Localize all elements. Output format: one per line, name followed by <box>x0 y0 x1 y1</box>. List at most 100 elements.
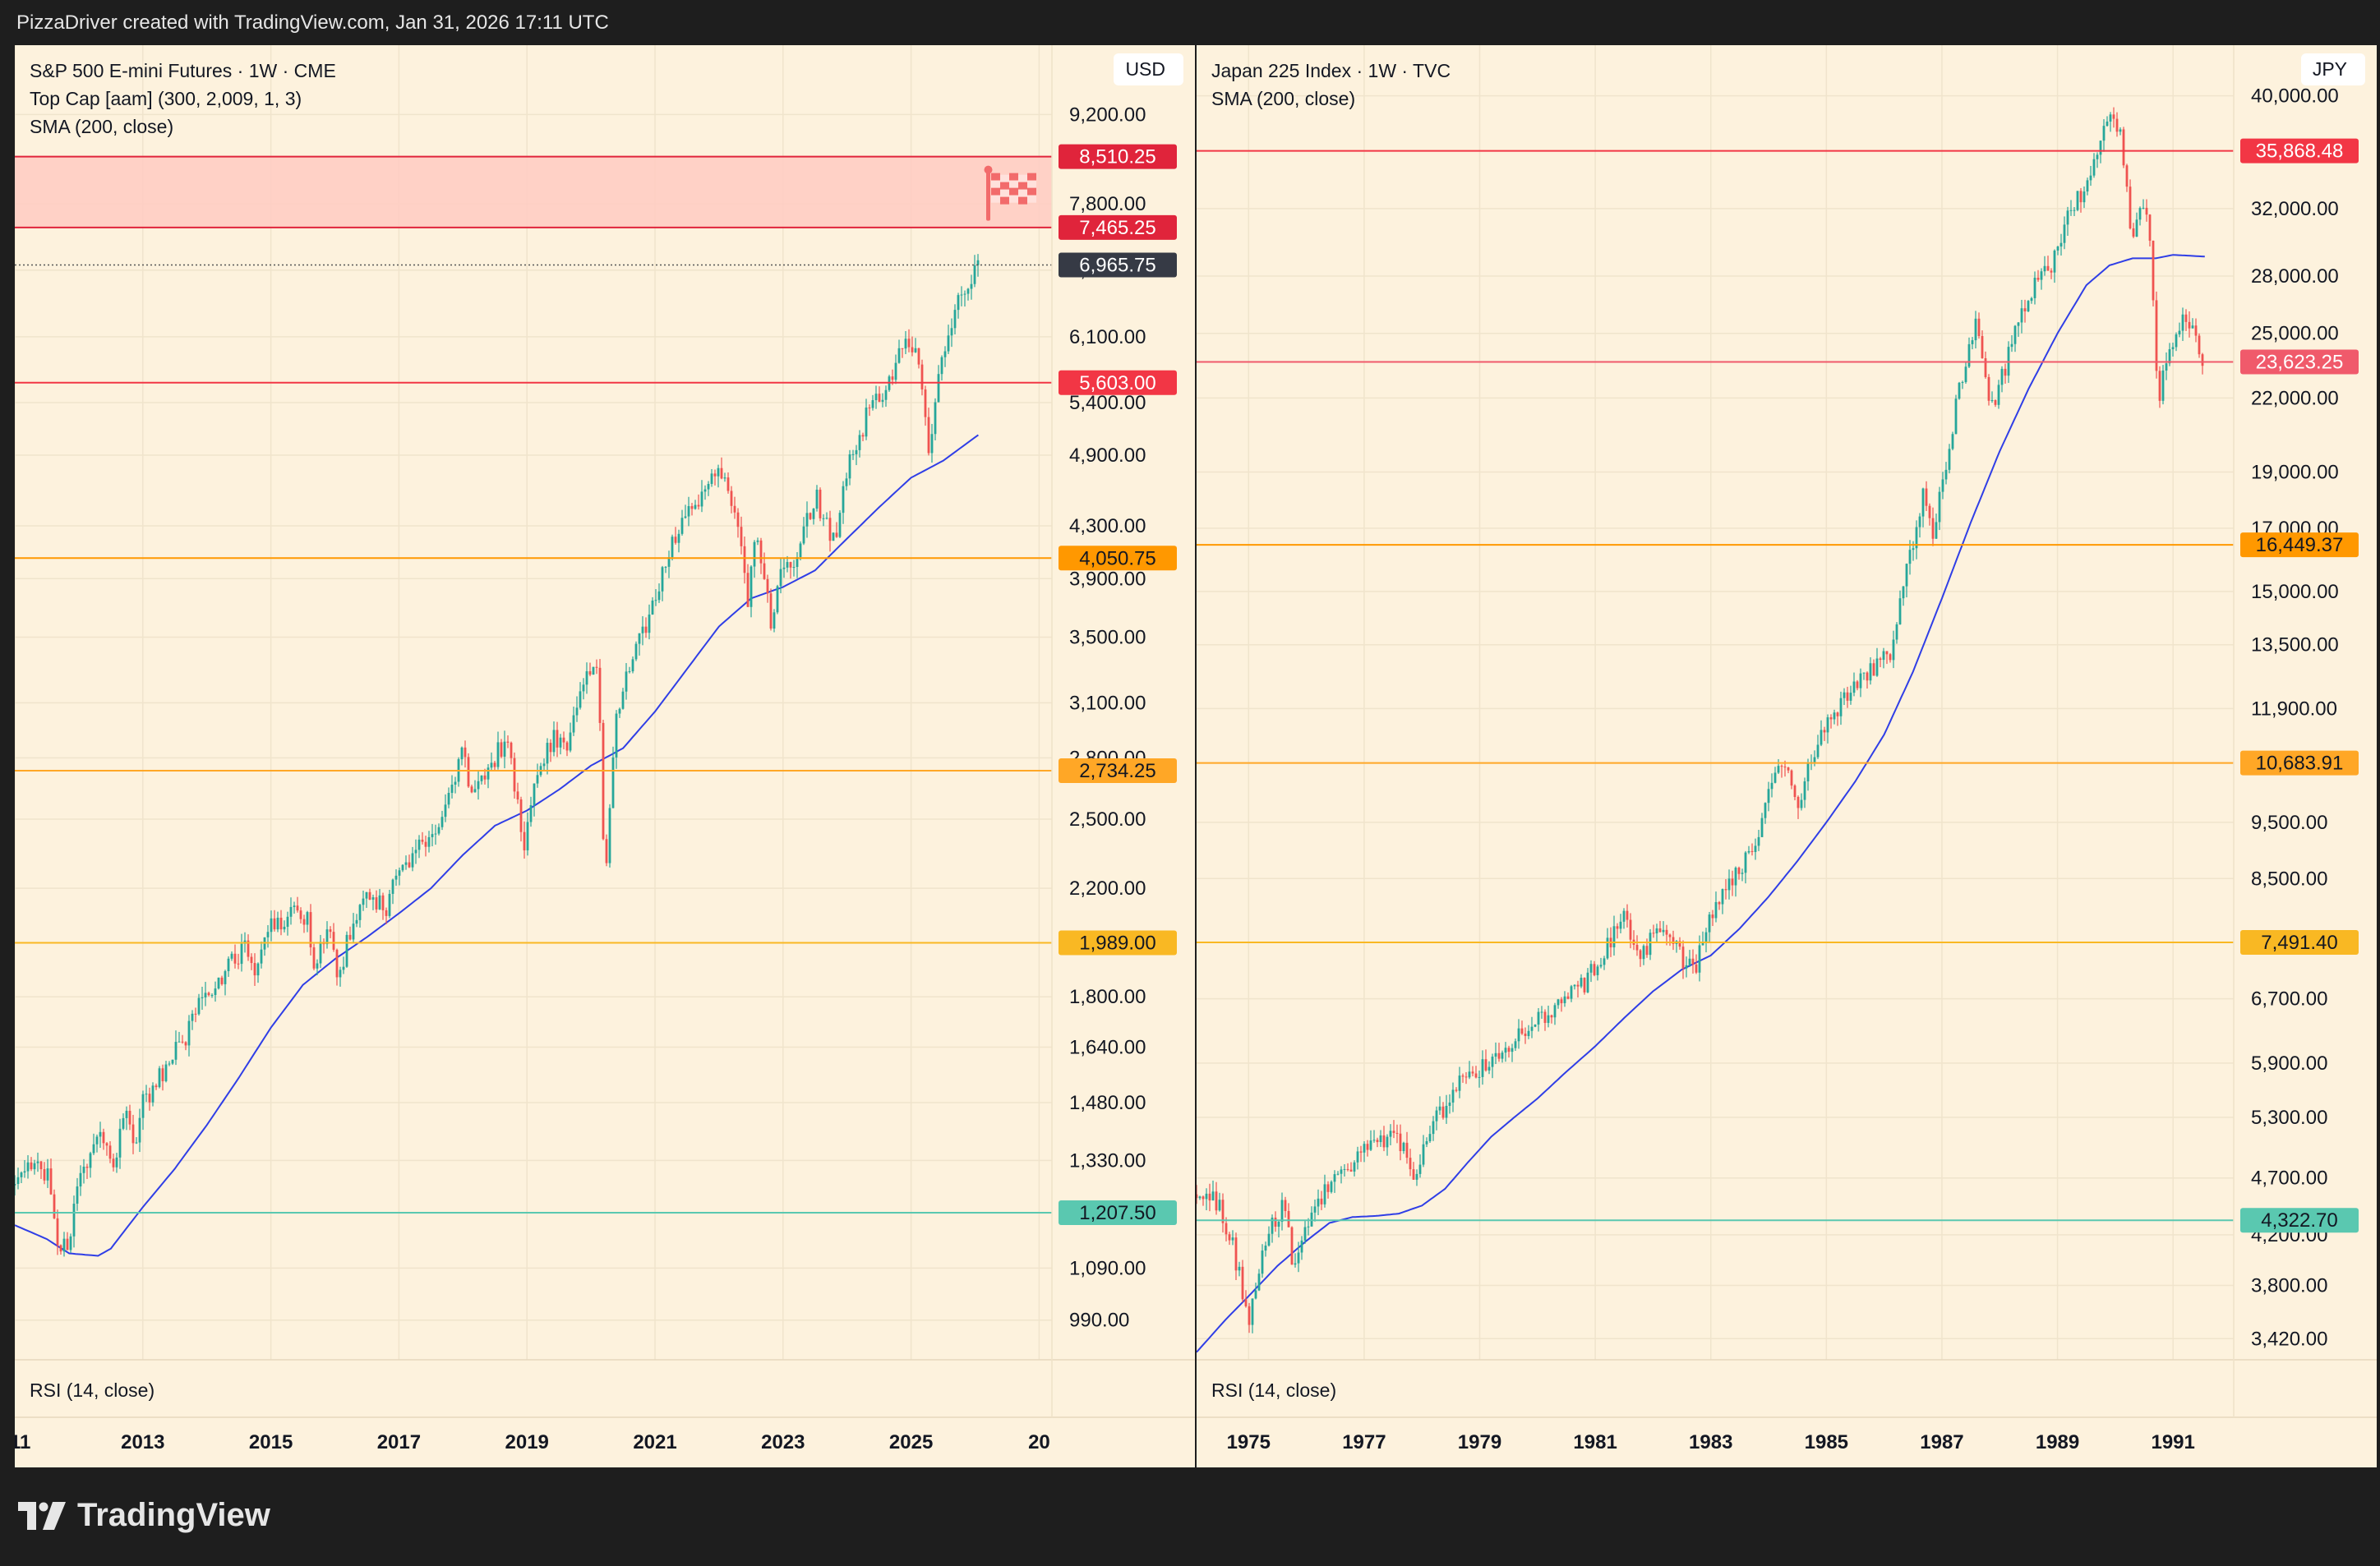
candle-up-body <box>158 1068 161 1088</box>
candles <box>15 254 980 1257</box>
legend-symbol[interactable]: Japan 225 Index · 1W · TVC <box>1211 60 1451 81</box>
candle-down-body <box>2184 314 2188 322</box>
candle-down-body <box>131 1124 135 1144</box>
currency-badge[interactable]: JPY <box>2300 53 2365 85</box>
currency-badge[interactable]: USD <box>1114 53 1183 85</box>
candle-up-body <box>1428 1134 1432 1141</box>
rsi-pane-label[interactable]: RSI (14, close) <box>30 1379 155 1401</box>
candle-down-body <box>746 573 750 607</box>
candle-up-body <box>792 567 796 569</box>
candle-down-body <box>408 862 411 868</box>
candle-up-body <box>2181 314 2184 331</box>
candle-down-body <box>1507 1048 1511 1052</box>
candle-up-body <box>845 478 848 486</box>
candle-up-body <box>1721 889 1724 905</box>
candle-up-body <box>1211 1191 1215 1201</box>
candle-up-body <box>776 586 779 613</box>
candle-down-body <box>1382 1135 1386 1148</box>
candle-up-body <box>703 489 707 492</box>
candle-up-body <box>1363 1144 1366 1153</box>
candle-down-body <box>1750 850 1754 852</box>
chart-panel-sp500[interactable]: 9,200.007,800.006,900.006,100.005,400.00… <box>15 45 1195 1467</box>
candle-down-body <box>2194 325 2198 336</box>
candle-up-body <box>1820 730 1823 745</box>
candle-down-body <box>421 839 424 842</box>
candle-down-body <box>1780 766 1783 767</box>
candle-down-body <box>1326 1184 1330 1192</box>
candle-down-body <box>1668 934 1672 937</box>
price-tag-bg <box>2240 1208 2359 1233</box>
price-axis-tick: 19,000.00 <box>2251 462 2339 484</box>
candle-down-body <box>549 743 552 753</box>
candle-up-body <box>217 977 220 989</box>
candle-up-body <box>529 805 533 822</box>
legend-symbol[interactable]: S&P 500 E-mini Futures · 1W · CME <box>30 60 336 81</box>
candle-up-body <box>664 566 667 568</box>
candle-down-body <box>2201 354 2204 366</box>
legend-indicator-sma[interactable]: SMA (200, close) <box>30 116 174 137</box>
chart-caption: PizzaDriver created with TradingView.com… <box>16 12 609 34</box>
flag-square <box>991 180 1000 188</box>
candle-down-body <box>1471 1071 1474 1074</box>
candle-up-body <box>648 614 651 633</box>
candle-down-body <box>493 762 496 767</box>
candle-up-body <box>401 864 404 871</box>
candle-up-body <box>2165 363 2168 371</box>
candle-up-body <box>1205 1193 1208 1200</box>
candle-up-body <box>1954 398 1958 435</box>
candle-down-body <box>1981 336 1984 359</box>
candle-down-body <box>424 841 427 847</box>
candle-up-body <box>884 389 888 400</box>
candle-up-body <box>2092 159 2096 176</box>
price-axis-tick: 4,300.00 <box>1069 515 1146 537</box>
candle-down-body <box>1284 1200 1287 1211</box>
candle-up-body <box>1323 1184 1326 1204</box>
candle-up-body <box>1547 1015 1550 1024</box>
candle-down-body <box>1412 1169 1415 1180</box>
candle-down-body <box>155 1085 158 1088</box>
candle-down-body <box>736 512 740 527</box>
chart-panel-nikkei[interactable]: 40,000.00 32,000.00 28,000.00 25,000.00 22,0… <box>1197 45 2377 1467</box>
candle-up-body <box>2178 330 2181 334</box>
candle-up-body <box>1747 850 1750 853</box>
candle-down-body <box>726 477 730 491</box>
price-chart-sp500[interactable]: 9,200.007,800.006,900.006,100.005,400.00… <box>15 45 1195 1467</box>
candle-up-body <box>621 691 625 709</box>
candle-up-body <box>1612 926 1616 948</box>
candle-up-body <box>1688 958 1691 965</box>
candle-up-body <box>371 897 375 900</box>
candle-up-body <box>1915 527 1918 549</box>
candle-down-body <box>917 348 920 365</box>
price-axis-tick: 13,500.00 <box>2251 634 2339 656</box>
legend-indicator-sma[interactable]: SMA (200, close) <box>1211 88 1356 109</box>
price-chart-nikkei[interactable]: 40,000.00 32,000.00 28,000.00 25,000.00 22,0… <box>1197 45 2377 1467</box>
candle-down-body <box>1658 928 1662 933</box>
candle-down-body <box>1461 1075 1464 1077</box>
candle-down-body <box>2198 335 2201 355</box>
candle-down-body <box>1524 1034 1527 1036</box>
price-tag-label: 6,965.75 <box>1079 254 1155 276</box>
candle-down-body <box>1629 919 1632 940</box>
candle-down-body <box>184 1042 187 1046</box>
candle-up-body <box>2027 301 2030 311</box>
candle-up-body <box>1379 1135 1382 1143</box>
legend-indicator-top-cap[interactable]: Top Cap [aam] (300, 2,009, 1, 3) <box>30 88 302 109</box>
candle-up-body <box>796 556 799 568</box>
candle-down-body <box>483 775 487 780</box>
candle-down-body <box>233 953 237 964</box>
candle-up-body <box>1264 1246 1267 1251</box>
candle-down-body <box>128 1110 131 1125</box>
tradingview-logo-icon <box>18 1501 66 1530</box>
flag-square <box>1027 173 1036 181</box>
candle-up-body <box>490 762 493 768</box>
candle-down-body <box>740 527 743 546</box>
candle-up-body <box>2102 126 2106 141</box>
candle-down-body <box>1244 1299 1248 1306</box>
candle-down-body <box>1474 1073 1478 1078</box>
candle-up-body <box>1573 984 1576 987</box>
candle-down-body <box>644 626 648 633</box>
candle-down-body <box>312 947 316 969</box>
rsi-pane-label[interactable]: RSI (14, close) <box>1211 1379 1337 1401</box>
candle-down-body <box>2050 270 2053 273</box>
candle-up-body <box>779 569 782 587</box>
